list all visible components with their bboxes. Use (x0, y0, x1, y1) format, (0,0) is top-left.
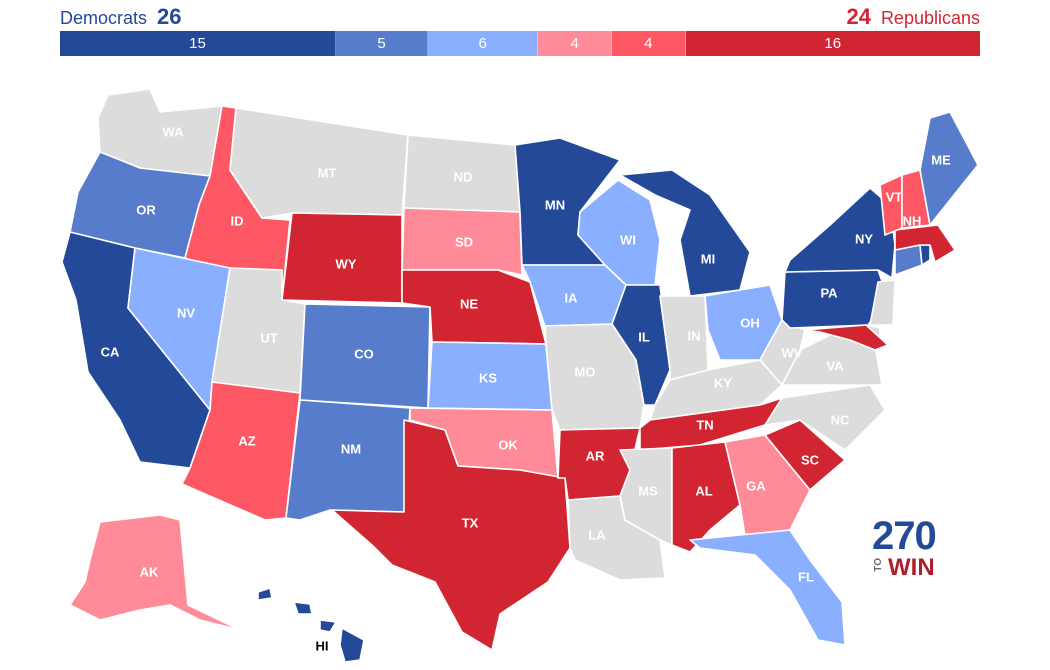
state-ma[interactable] (894, 224, 956, 263)
state-label-wi: WI (620, 232, 636, 247)
state-label-nv: NV (177, 305, 195, 320)
republicans-label: Republicans (880, 8, 980, 28)
state-label-ms: MS (638, 483, 658, 498)
state-mt[interactable] (229, 107, 409, 219)
state-label-vt: VT (886, 189, 903, 204)
state-label-il: IL (638, 329, 650, 344)
us-governors-map: WA OR CA ID NV MT WY UT AZ CO NM ND SD NE KS OK TX MN IA MO… (61, 88, 979, 663)
state-label-ia: IA (565, 290, 579, 305)
state-labels: WA OR CA ID NV MT WY UT AZ CO NM ND SD NE KS OK TX MN IA MO… (101, 124, 951, 653)
state-label-wa: WA (163, 124, 185, 139)
state-ri[interactable] (919, 244, 931, 266)
state-tn[interactable] (639, 397, 783, 451)
state-label-la: LA (588, 527, 606, 542)
republicans-total: 24 (846, 4, 871, 29)
state-label-nd: ND (454, 169, 473, 184)
state-vt[interactable] (879, 174, 903, 236)
bar-segment-lean-dem: 6 (428, 31, 539, 56)
state-label-or: OR (136, 202, 156, 217)
state-label-in: IN (688, 328, 701, 343)
state-shapes (61, 88, 979, 663)
bar-segment-lean-rep: 4 (538, 31, 612, 56)
state-label-ne: NE (460, 296, 478, 311)
state-tx[interactable] (331, 419, 571, 651)
state-label-ga: GA (746, 478, 766, 493)
state-label-al: AL (695, 483, 712, 498)
state-label-ca: CA (101, 344, 120, 359)
state-ky[interactable] (649, 359, 783, 421)
state-hi[interactable] (257, 587, 365, 663)
state-label-ar: AR (586, 448, 605, 463)
democrats-summary: Democrats 26 (60, 4, 182, 30)
state-label-fl: FL (798, 569, 814, 584)
state-label-ut: UT (260, 330, 277, 345)
state-label-nh: NH (903, 213, 922, 228)
seat-count-bar: 15 5 6 4 4 16 (60, 31, 980, 56)
state-label-mi: MI (701, 251, 715, 266)
state-label-oh: OH (740, 315, 760, 330)
state-label-tx: TX (462, 515, 479, 530)
state-wv[interactable] (759, 319, 806, 386)
state-label-hi: HI (316, 638, 329, 653)
state-me[interactable] (919, 111, 979, 226)
bar-segment-likely-dem: 5 (336, 31, 428, 56)
state-label-mo: MO (575, 364, 596, 379)
state-label-mn: MN (545, 197, 565, 212)
state-nm[interactable] (285, 399, 411, 521)
state-sd[interactable] (401, 207, 523, 276)
state-fl[interactable] (689, 529, 846, 646)
270towin-logo: 270 TO WIN (872, 516, 944, 586)
state-label-co: CO (354, 346, 374, 361)
state-label-me: ME (931, 152, 951, 167)
state-nj[interactable] (869, 279, 896, 326)
state-ak[interactable] (69, 514, 241, 631)
state-label-ky: KY (714, 375, 732, 390)
state-label-ok: OK (498, 437, 518, 452)
state-label-sc: SC (801, 452, 820, 467)
state-sc[interactable] (764, 419, 846, 491)
state-label-ks: KS (479, 370, 497, 385)
state-label-nc: NC (831, 412, 850, 427)
state-label-va: VA (826, 358, 844, 373)
state-label-ny: NY (855, 231, 873, 246)
state-label-nm: NM (341, 441, 361, 456)
state-label-az: AZ (238, 433, 255, 448)
state-mi[interactable] (619, 169, 751, 297)
democrats-total: 26 (157, 4, 182, 29)
state-label-id: ID (231, 213, 244, 228)
bar-segment-likely-rep: 4 (611, 31, 686, 56)
bar-segment-safe-dem: 15 (60, 31, 336, 56)
state-label-wv: WV (782, 345, 803, 360)
bar-segment-safe-rep: 16 (685, 31, 980, 56)
state-label-sd: SD (455, 234, 473, 249)
state-label-pa: PA (820, 285, 838, 300)
logo-to: TO (873, 558, 884, 572)
state-label-ak: AK (140, 564, 159, 579)
republicans-summary: 24 Republicans (846, 4, 980, 30)
logo-270: 270 (872, 514, 937, 558)
state-label-wy: WY (336, 256, 357, 271)
balance-of-power-header: Democrats 26 24 Republicans (60, 4, 980, 32)
state-md[interactable] (804, 324, 889, 351)
logo-win: WIN (888, 554, 935, 581)
democrats-label: Democrats (60, 8, 148, 28)
state-label-tn: TN (696, 417, 713, 432)
state-label-mt: MT (318, 165, 337, 180)
state-ny[interactable] (784, 187, 896, 279)
